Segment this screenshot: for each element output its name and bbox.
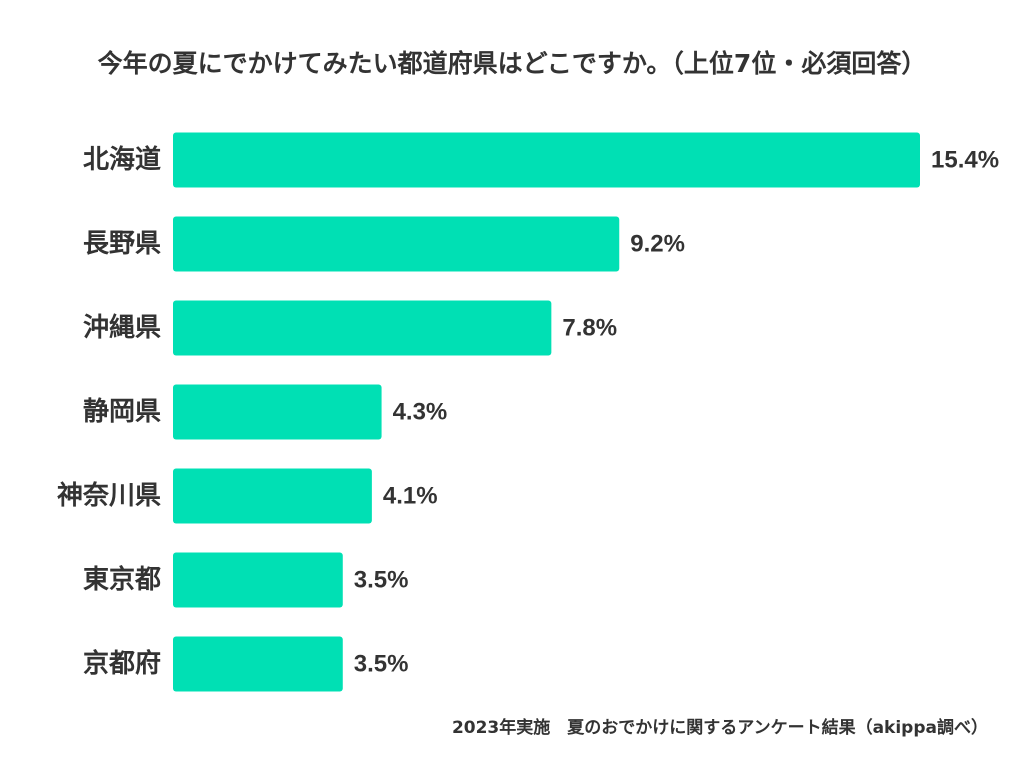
value-label: 3.5%: [354, 567, 409, 594]
chart-title: 今年の夏にでかけてみたい都道府県はどこですか。（上位7位・必須回答）: [97, 49, 927, 78]
bar-1: [173, 132, 920, 188]
bar-5: [173, 468, 372, 524]
category-label: 京都府: [83, 648, 161, 679]
category-label: 東京都: [83, 564, 161, 595]
category-label: 神奈川県: [57, 481, 161, 511]
bar-4: [173, 384, 382, 440]
category-label: 長野県: [83, 229, 161, 259]
source-note: 2023年実施 夏のおでかけに関するアンケート結果（akippa調べ）: [451, 718, 988, 738]
value-label: 3.5%: [354, 651, 409, 678]
category-label: 沖縄県: [83, 313, 161, 343]
category-label: 静岡県: [83, 396, 161, 427]
category-label: 北海道: [83, 144, 161, 175]
value-label: 15.4%: [931, 147, 999, 174]
bar-7: [173, 636, 343, 692]
value-label: 9.2%: [630, 231, 685, 258]
value-label: 7.8%: [562, 315, 617, 342]
value-label: 4.1%: [383, 483, 438, 510]
bar-6: [173, 552, 343, 608]
bar-3: [173, 300, 552, 356]
value-label: 4.3%: [393, 399, 448, 426]
bar-2: [173, 216, 620, 272]
